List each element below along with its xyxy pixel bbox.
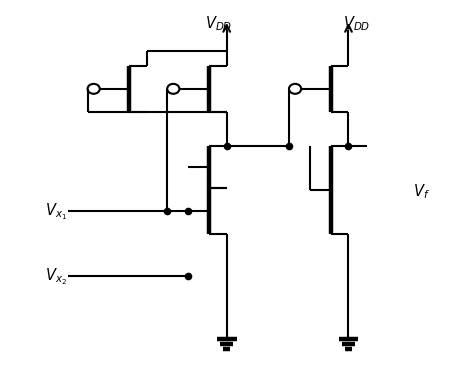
Text: $V_{x_1}$: $V_{x_1}$ — [45, 201, 67, 222]
Text: $V_{DD}$: $V_{DD}$ — [205, 14, 232, 33]
Text: $V_f$: $V_f$ — [413, 183, 429, 201]
Text: $V_{x_2}$: $V_{x_2}$ — [45, 266, 67, 286]
Text: $V_{DD}$: $V_{DD}$ — [343, 14, 370, 33]
